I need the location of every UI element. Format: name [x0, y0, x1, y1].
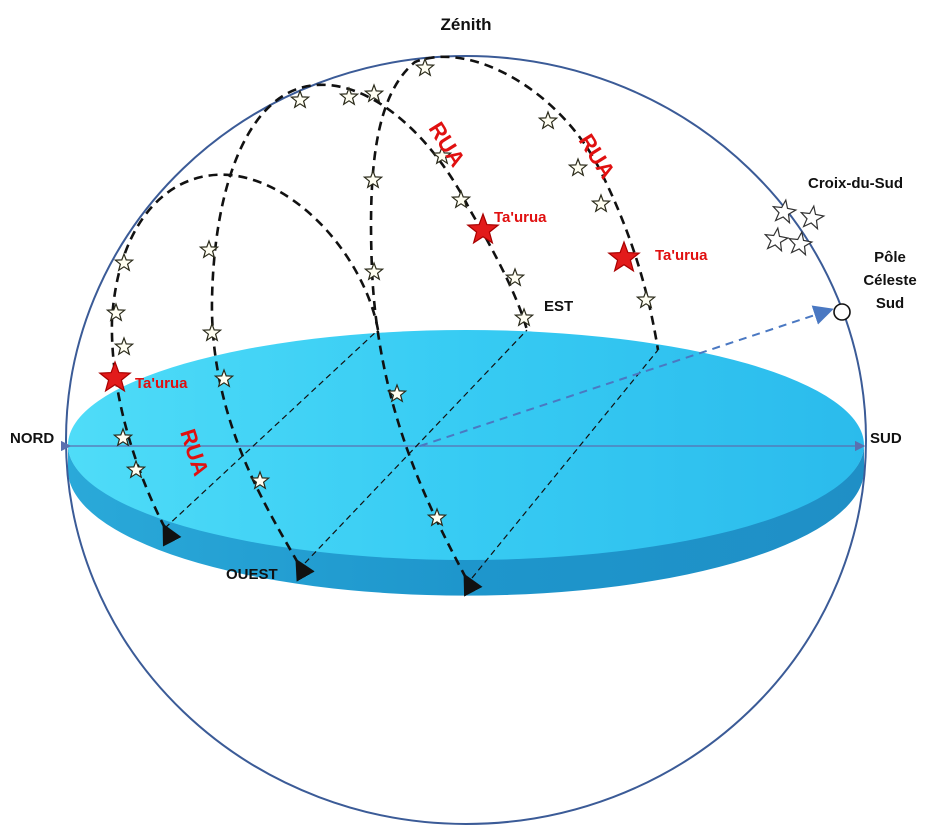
star-path-3 — [369, 55, 660, 597]
disk-guide-line — [164, 329, 379, 529]
small-star — [537, 110, 559, 130]
ouest-label: OUEST — [226, 566, 278, 583]
disk-guide-line — [471, 349, 659, 579]
small-star — [363, 261, 385, 281]
pole-arrow — [419, 305, 834, 447]
taurua-label: Ta'urua — [135, 375, 188, 392]
celestial-sphere-outline — [65, 55, 867, 825]
star-path-1 — [110, 173, 380, 547]
small-star — [213, 368, 235, 388]
small-star — [426, 507, 448, 527]
south-celestial-pole-marker — [833, 303, 851, 321]
croix-du-sud-star — [763, 226, 790, 253]
taurua-star — [466, 212, 500, 245]
horizon-disk-edge — [68, 445, 864, 596]
nord-label: NORD — [10, 430, 54, 447]
small-star — [504, 267, 526, 287]
small-star — [125, 459, 147, 479]
taurua-star — [98, 360, 132, 393]
croix-du-sud-stars — [763, 198, 826, 257]
highlight-stars — [98, 212, 641, 393]
small-star — [105, 302, 127, 322]
small-star — [362, 169, 384, 189]
est-label: EST — [544, 298, 573, 315]
small-star — [201, 322, 223, 342]
disk-guide-lines — [164, 329, 659, 579]
small-star — [635, 289, 657, 309]
croix-du-sud-star — [771, 198, 798, 225]
croix-du-sud-star — [787, 230, 814, 257]
small-star — [289, 89, 311, 109]
small-star — [113, 336, 135, 356]
disk-guide-line — [304, 329, 528, 564]
rua-label: RUA — [424, 117, 471, 171]
zenith-label: Zénith — [441, 15, 492, 34]
sud-label: SUD — [870, 430, 902, 447]
rua-label: RUA — [574, 129, 621, 183]
small-star — [249, 470, 271, 490]
small-star — [386, 383, 408, 403]
small-stars — [105, 57, 657, 527]
small-star — [198, 239, 220, 259]
pole-label-line2: Céleste — [863, 272, 916, 289]
taurua-star — [607, 240, 641, 273]
small-star — [112, 427, 134, 447]
small-star — [363, 83, 385, 103]
pole-label-line1: Pôle — [874, 249, 906, 266]
small-star — [338, 86, 360, 106]
small-star — [431, 145, 453, 165]
taurua-label: Ta'urua — [494, 209, 547, 226]
taurua-label: Ta'urua — [655, 247, 708, 264]
croix-du-sud-star — [799, 204, 826, 231]
small-star — [590, 193, 612, 213]
croix-du-sud-label: Croix-du-Sud — [808, 175, 903, 192]
small-star — [567, 157, 589, 177]
small-star — [450, 189, 472, 209]
small-star — [113, 252, 135, 272]
pole-label-line3: Sud — [876, 295, 904, 312]
small-star — [414, 57, 436, 77]
small-star — [513, 307, 535, 327]
